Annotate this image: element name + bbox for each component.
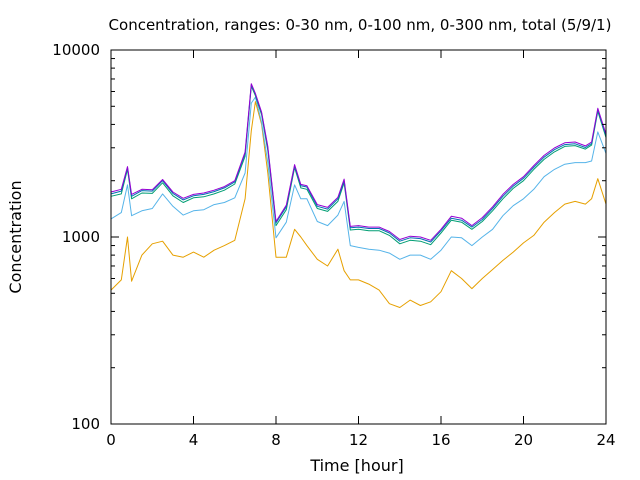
- y-tick-label-0: 100: [71, 415, 100, 433]
- x-axis-label: Time [hour]: [309, 456, 403, 475]
- tick-label-layer: 0 4 8 12 16 20 24 100 1000 10000: [52, 41, 615, 449]
- x-tick-label-4: 16: [431, 431, 450, 449]
- y-axis-label: Concentration: [6, 180, 25, 293]
- y-tick-label-2: 10000: [52, 41, 100, 59]
- series-line-2: [110, 96, 607, 260]
- plot-frame: [110, 49, 607, 425]
- series-line-5: [110, 83, 607, 241]
- x-tick-label-2: 8: [271, 431, 281, 449]
- x-tick-label-0: 0: [106, 431, 116, 449]
- y-tick-label-1: 1000: [62, 228, 100, 246]
- series-line-1: [110, 101, 607, 308]
- series-layer: [110, 83, 607, 308]
- x-tick-label-6: 24: [596, 431, 615, 449]
- x-tick-label-5: 20: [514, 431, 533, 449]
- chart-title: Concentration, ranges: 0-30 nm, 0-100 nm…: [109, 16, 612, 34]
- x-tick-label-1: 4: [189, 431, 199, 449]
- x-tick-label-3: 12: [349, 431, 368, 449]
